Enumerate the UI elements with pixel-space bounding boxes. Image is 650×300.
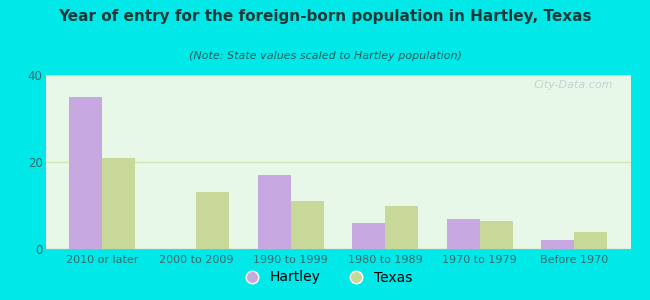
Bar [352,223,385,249]
Bar [480,221,513,249]
Bar [196,193,229,249]
Bar [291,201,324,249]
Text: (Note: State values scaled to Hartley population): (Note: State values scaled to Hartley po… [188,51,462,61]
Text: City-Data.com: City-Data.com [534,80,613,90]
Bar [447,218,480,249]
Bar [69,97,102,249]
Bar [541,240,574,249]
Text: Year of entry for the foreign-born population in Hartley, Texas: Year of entry for the foreign-born popul… [58,9,592,24]
Bar [258,175,291,249]
Legend: Hartley, Texas: Hartley, Texas [233,265,417,290]
Bar [385,206,418,249]
Bar [102,158,135,249]
Bar [574,232,607,249]
